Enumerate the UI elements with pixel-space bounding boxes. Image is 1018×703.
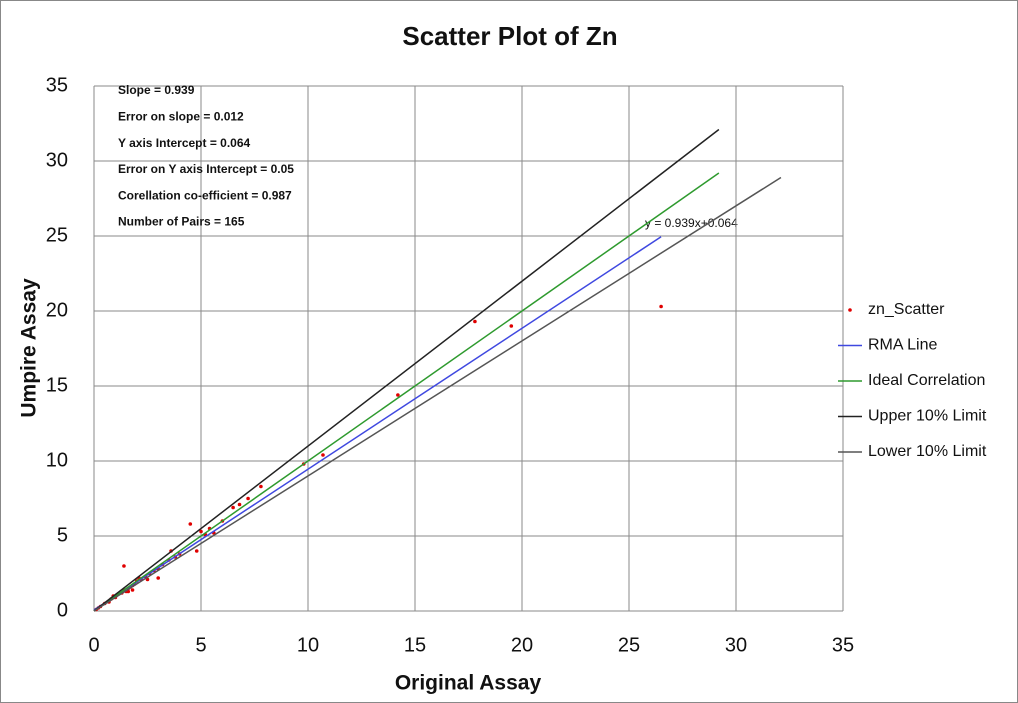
annotation: Error on Y axis Intercept = 0.05 (118, 162, 294, 176)
annotation: Y axis Intercept = 0.064 (118, 136, 251, 150)
legend-label: RMA Line (868, 337, 937, 354)
series-line (93, 172, 720, 612)
x-tick-label: 20 (511, 634, 533, 656)
x-tick-label: 25 (618, 634, 640, 656)
y-tick-label: 0 (57, 599, 68, 621)
series-line (93, 176, 782, 612)
x-tick-label: 15 (404, 634, 426, 656)
legend-label: Upper 10% Limit (868, 408, 987, 425)
scatter-point (122, 564, 126, 568)
annotation: Number of Pairs = 165 (118, 215, 245, 229)
legend-marker (848, 308, 852, 312)
scatter-point (396, 393, 400, 397)
y-tick-label: 35 (46, 74, 68, 96)
scatter-point (199, 529, 203, 534)
scatter-point (188, 522, 193, 526)
x-tick-label: 0 (88, 634, 99, 656)
legend-label: Ideal Correlation (868, 372, 985, 389)
scatter-point (130, 588, 135, 592)
scatter-point (509, 324, 514, 328)
equation: y = 0.939x+0.064 (645, 216, 738, 230)
y-tick-label: 15 (46, 374, 68, 396)
y-tick-label: 25 (46, 224, 68, 246)
series-line (93, 128, 720, 612)
y-axis-label: Umpire Assay (18, 278, 41, 418)
scatter-point (246, 496, 250, 501)
legend-label: Lower 10% Limit (868, 443, 987, 460)
scatter-point (321, 453, 325, 457)
x-tick-label: 30 (725, 634, 747, 656)
y-tick-label: 20 (46, 299, 68, 321)
scatter-point (473, 319, 477, 324)
chart-title: Scatter Plot of Zn (402, 21, 617, 51)
y-tick-label: 10 (46, 449, 68, 471)
scatter-point (156, 576, 160, 580)
y-tick-label: 30 (46, 149, 68, 171)
annotation: Slope = 0.939 (118, 83, 195, 97)
x-tick-label: 5 (195, 634, 206, 656)
scatter-point (231, 505, 235, 510)
scatter-point (237, 502, 242, 507)
x-axis-label: Original Assay (395, 672, 542, 695)
scatter-point (259, 484, 263, 489)
x-tick-label: 10 (297, 634, 319, 656)
scatter-point (194, 549, 199, 553)
x-tick-label: 35 (832, 634, 854, 656)
scatter-point (659, 304, 663, 309)
series-line (93, 236, 662, 611)
y-tick-label: 5 (57, 524, 68, 546)
legend-label: zn_Scatter (868, 301, 945, 318)
annotation: Corellation co-efficient = 0.987 (118, 188, 292, 202)
annotation: Error on slope = 0.012 (118, 109, 244, 123)
